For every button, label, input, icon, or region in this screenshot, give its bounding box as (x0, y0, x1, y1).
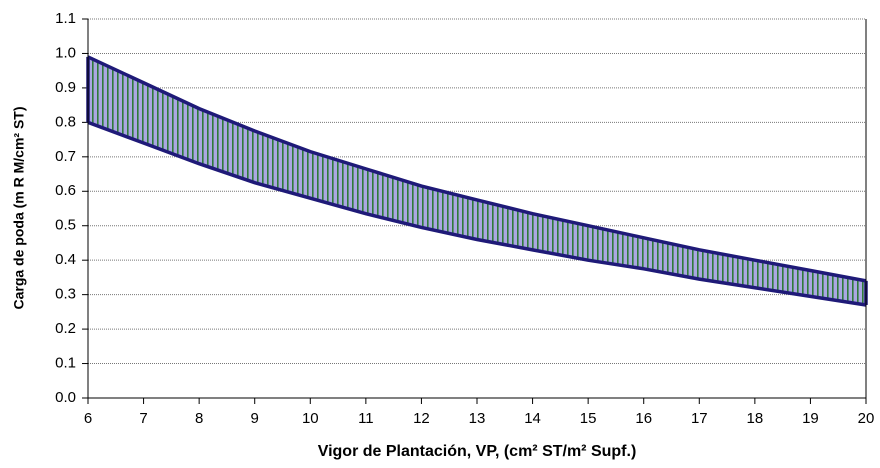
x-tick-label: 13 (469, 410, 486, 427)
y-tick-label: 0.3 (55, 286, 76, 303)
y-tick-label: 0.7 (55, 148, 76, 165)
y-tick-label: 0.9 (55, 79, 76, 96)
band-edge (87, 55, 867, 283)
x-tick-label: 12 (413, 410, 430, 427)
y-tick-label: 0.0 (55, 389, 76, 406)
y-tick-label: 1.1 (55, 10, 76, 27)
x-tick-label: 19 (802, 410, 819, 427)
x-tick-label: 8 (195, 410, 203, 427)
x-tick-label: 14 (524, 410, 541, 427)
x-tick-label: 11 (358, 410, 374, 427)
y-axis-label: Carga de poda (m R M/cm² ST) (11, 106, 27, 309)
y-tick-label: 0.8 (55, 113, 76, 130)
x-tick-label: 16 (635, 410, 652, 427)
y-tick-label: 0.2 (55, 320, 76, 337)
y-tick-label: 1.0 (55, 44, 76, 61)
x-tick-label: 20 (858, 410, 875, 427)
y-tick-label: 0.6 (55, 182, 76, 199)
band-fill (88, 56, 866, 305)
x-tick-label: 18 (747, 410, 764, 427)
x-tick-label: 17 (691, 410, 708, 427)
x-tick-label: 6 (84, 410, 92, 427)
x-tick-label: 15 (580, 410, 597, 427)
x-tick-label: 9 (251, 410, 259, 427)
y-tick-label: 0.5 (55, 217, 76, 234)
y-tick-label: 0.4 (55, 251, 76, 268)
x-tick-label: 10 (302, 410, 319, 427)
band-edge (87, 120, 867, 307)
x-tick-label: 7 (139, 410, 147, 427)
x-axis-label: Vigor de Plantación, VP, (cm² ST/m² Supf… (318, 443, 637, 460)
y-tick-label: 0.1 (55, 355, 76, 372)
